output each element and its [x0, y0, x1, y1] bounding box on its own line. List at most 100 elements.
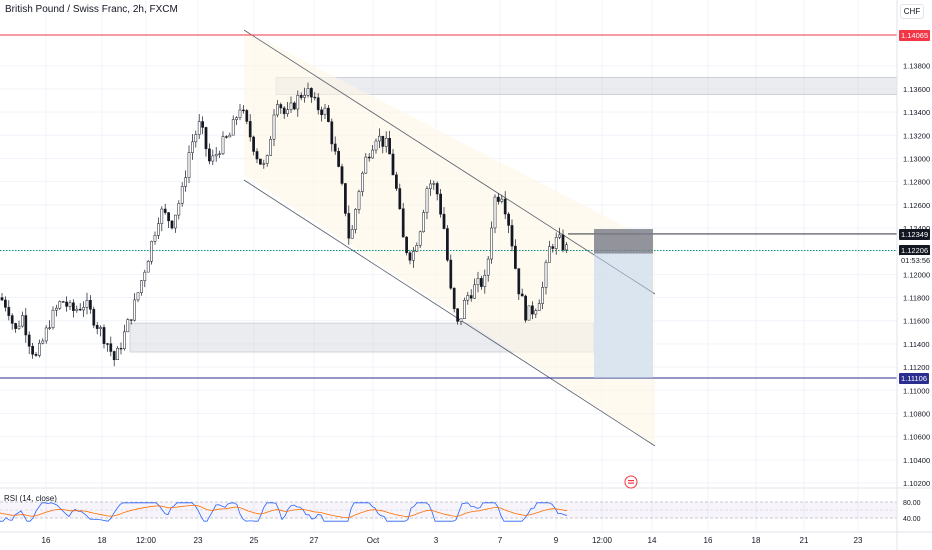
- candle-body: [140, 280, 143, 293]
- time-tick-label: 12:00: [592, 536, 613, 545]
- candle-body: [184, 177, 187, 187]
- price-tick-label: 1.10600: [903, 433, 930, 442]
- candle-body: [78, 308, 82, 311]
- candle-body: [102, 327, 106, 344]
- candle-body: [347, 213, 351, 239]
- time-tick-label: 16: [704, 536, 713, 545]
- candle-body: [7, 307, 11, 316]
- candle-body: [129, 319, 133, 321]
- candle-body: [537, 303, 541, 311]
- candle-body: [473, 284, 476, 299]
- candle-body: [565, 244, 568, 251]
- candle-body: [187, 152, 191, 178]
- candle-body: [544, 262, 548, 288]
- candle-body: [548, 246, 551, 263]
- candle-body: [153, 235, 157, 242]
- candle-body: [143, 271, 147, 281]
- candle-body: [320, 109, 323, 116]
- candle-body: [82, 307, 85, 311]
- candle-body: [534, 310, 538, 315]
- candle-body: [558, 234, 561, 238]
- currency-button[interactable]: CHF: [900, 4, 924, 19]
- candle-body: [85, 300, 89, 308]
- candle-body: [48, 327, 51, 329]
- tradingview-logo-icon[interactable]: [624, 475, 638, 489]
- stop-loss-box: [594, 229, 653, 254]
- candle-body: [367, 156, 371, 159]
- candle-body: [503, 198, 507, 215]
- candle-body: [119, 348, 123, 350]
- candle-body: [337, 150, 340, 167]
- rsi-ma-line: [0, 504, 568, 519]
- candle-body: [422, 212, 425, 233]
- time-tick-label: 7: [498, 536, 503, 545]
- candle-body: [483, 274, 487, 287]
- candle-body: [157, 223, 160, 236]
- candle-body: [208, 148, 211, 162]
- candle-body: [136, 292, 140, 301]
- candle-body: [449, 259, 453, 289]
- candle-body: [313, 96, 317, 99]
- candle-body: [452, 287, 456, 309]
- candle-body: [279, 104, 283, 109]
- candle-body: [89, 300, 92, 310]
- candle-body: [0, 297, 4, 301]
- candle-body: [466, 295, 470, 301]
- short-position-tool[interactable]: [594, 229, 653, 378]
- candle-body: [235, 117, 238, 120]
- price-tick-label: 1.11400: [903, 340, 930, 349]
- candle-body: [364, 156, 368, 174]
- candle-body: [27, 334, 31, 347]
- candle-body: [432, 183, 436, 185]
- grid: [0, 0, 897, 532]
- candle-body: [221, 136, 225, 155]
- candle-body: [520, 293, 524, 297]
- candle-body: [34, 354, 38, 356]
- price-tick-label: 1.12600: [903, 201, 930, 210]
- take-profit-box: [594, 253, 653, 378]
- candle-body: [286, 109, 289, 115]
- candle-body: [123, 331, 126, 349]
- candle-body: [245, 110, 249, 122]
- candle-body: [408, 252, 412, 261]
- candle-body: [357, 191, 361, 210]
- price-tick-label: 1.12000: [903, 270, 930, 279]
- candle-body: [344, 183, 347, 214]
- candle-body: [177, 203, 181, 216]
- candle-body: [272, 114, 276, 140]
- candle-body: [493, 196, 497, 229]
- candle-body: [31, 346, 34, 355]
- time-tick-label: 18: [752, 536, 761, 545]
- candle-body: [476, 278, 480, 286]
- candle-body: [61, 301, 65, 303]
- candle-body: [24, 315, 28, 336]
- candle-body: [446, 228, 449, 261]
- price-tick-label: 1.13600: [903, 85, 930, 94]
- candle-body: [497, 196, 500, 202]
- price-tick-label: 1.11600: [903, 317, 930, 326]
- candle-body: [248, 121, 252, 138]
- price-tick-label: 1.10800: [903, 409, 930, 418]
- entry-price-tag: 1.12349: [899, 228, 931, 240]
- time-tick-label: 9: [554, 536, 559, 545]
- candle-body: [38, 342, 41, 356]
- candle-body: [418, 231, 422, 246]
- candle-body: [282, 107, 286, 115]
- price-tick-label: 1.12800: [903, 178, 930, 187]
- candle-body: [174, 214, 177, 229]
- candle-body: [463, 299, 466, 319]
- candle-body: [405, 236, 408, 253]
- price-tick-label: 1.11000: [903, 386, 930, 395]
- zones: [129, 30, 898, 445]
- candle-body: [395, 174, 398, 189]
- candle-body: [524, 295, 527, 321]
- candle-body: [146, 261, 150, 273]
- candle-body: [531, 305, 534, 315]
- candle-body: [296, 95, 300, 110]
- time-tick-label: 12:00: [136, 536, 157, 545]
- candle-body: [323, 107, 327, 116]
- candle-body: [371, 149, 374, 159]
- candle-body: [306, 88, 310, 96]
- candle-body: [116, 348, 119, 361]
